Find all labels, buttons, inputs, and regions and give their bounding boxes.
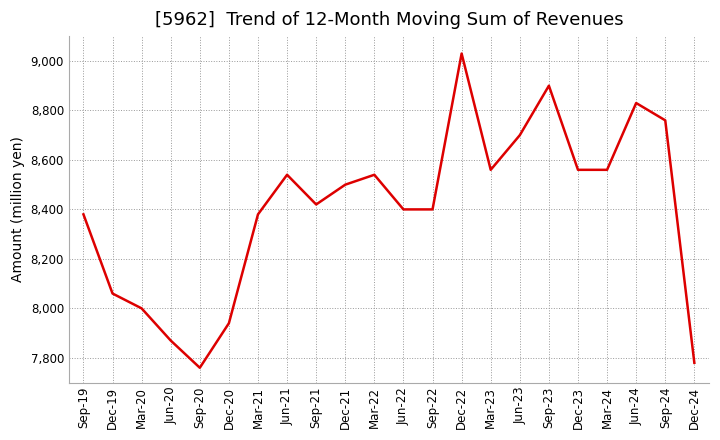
Title: [5962]  Trend of 12-Month Moving Sum of Revenues: [5962] Trend of 12-Month Moving Sum of R… (155, 11, 624, 29)
Y-axis label: Amount (million yen): Amount (million yen) (11, 136, 25, 282)
